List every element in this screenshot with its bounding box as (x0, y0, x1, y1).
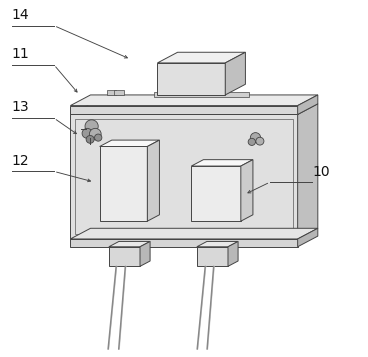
Polygon shape (107, 90, 116, 95)
Polygon shape (114, 90, 124, 95)
Text: 12: 12 (12, 154, 29, 168)
Polygon shape (298, 95, 318, 115)
Polygon shape (298, 104, 318, 239)
Polygon shape (100, 146, 147, 221)
Circle shape (250, 133, 261, 142)
Polygon shape (140, 241, 150, 266)
Polygon shape (70, 95, 318, 106)
Polygon shape (154, 92, 249, 97)
Circle shape (82, 129, 92, 138)
Polygon shape (197, 247, 228, 266)
Polygon shape (109, 241, 150, 247)
Polygon shape (158, 52, 245, 63)
Polygon shape (191, 160, 253, 166)
Polygon shape (298, 228, 318, 247)
Polygon shape (70, 228, 318, 239)
Polygon shape (70, 239, 298, 247)
Circle shape (256, 137, 264, 145)
Text: 10: 10 (312, 165, 330, 178)
Text: 14: 14 (12, 8, 29, 22)
Polygon shape (158, 63, 225, 95)
Polygon shape (109, 247, 140, 266)
Polygon shape (147, 140, 159, 221)
Polygon shape (70, 115, 298, 239)
Polygon shape (191, 166, 241, 221)
Polygon shape (70, 106, 298, 115)
Circle shape (85, 120, 98, 133)
Polygon shape (241, 160, 253, 221)
Polygon shape (228, 241, 238, 266)
Circle shape (89, 129, 101, 140)
Circle shape (86, 135, 94, 143)
Polygon shape (225, 52, 245, 95)
Polygon shape (70, 104, 318, 115)
Polygon shape (197, 241, 238, 247)
Circle shape (95, 134, 102, 141)
Text: 13: 13 (12, 100, 29, 115)
Circle shape (248, 138, 255, 145)
Text: 11: 11 (12, 47, 29, 61)
Polygon shape (100, 140, 159, 146)
